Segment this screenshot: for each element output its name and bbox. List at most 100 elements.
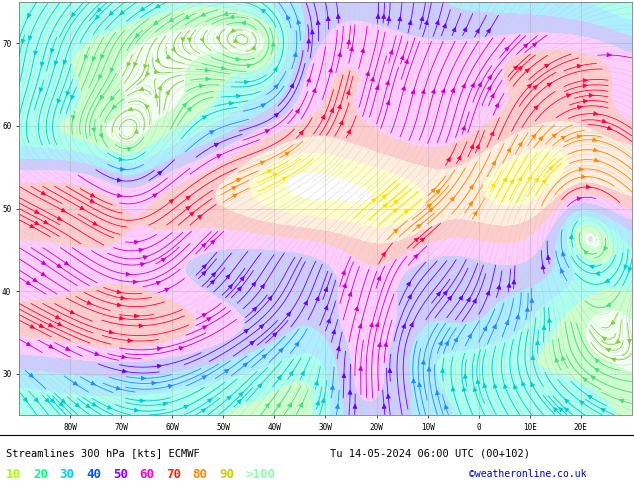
FancyArrowPatch shape bbox=[354, 306, 358, 311]
FancyArrowPatch shape bbox=[99, 133, 103, 138]
FancyArrowPatch shape bbox=[304, 301, 307, 305]
FancyArrowPatch shape bbox=[152, 381, 157, 385]
FancyArrowPatch shape bbox=[589, 94, 594, 98]
FancyArrowPatch shape bbox=[285, 152, 289, 156]
FancyArrowPatch shape bbox=[58, 322, 62, 326]
FancyArrowPatch shape bbox=[91, 381, 95, 385]
FancyArrowPatch shape bbox=[72, 12, 75, 17]
FancyArrowPatch shape bbox=[127, 62, 131, 67]
FancyArrowPatch shape bbox=[505, 320, 508, 325]
FancyArrowPatch shape bbox=[185, 15, 190, 19]
FancyArrowPatch shape bbox=[372, 198, 376, 202]
FancyArrowPatch shape bbox=[337, 15, 340, 19]
FancyArrowPatch shape bbox=[378, 343, 382, 347]
FancyArrowPatch shape bbox=[299, 403, 302, 407]
FancyArrowPatch shape bbox=[488, 75, 491, 79]
FancyArrowPatch shape bbox=[141, 376, 146, 380]
FancyArrowPatch shape bbox=[462, 84, 465, 88]
FancyArrowPatch shape bbox=[578, 105, 583, 109]
FancyArrowPatch shape bbox=[588, 395, 592, 399]
FancyArrowPatch shape bbox=[476, 145, 479, 149]
FancyArrowPatch shape bbox=[57, 217, 61, 220]
FancyArrowPatch shape bbox=[239, 392, 243, 396]
FancyArrowPatch shape bbox=[158, 86, 162, 90]
FancyArrowPatch shape bbox=[429, 208, 433, 212]
FancyArrowPatch shape bbox=[577, 197, 582, 200]
FancyArrowPatch shape bbox=[394, 229, 398, 233]
FancyArrowPatch shape bbox=[30, 224, 34, 228]
FancyArrowPatch shape bbox=[99, 74, 102, 79]
FancyArrowPatch shape bbox=[120, 317, 124, 320]
FancyArrowPatch shape bbox=[268, 170, 272, 173]
FancyArrowPatch shape bbox=[273, 173, 278, 177]
FancyArrowPatch shape bbox=[402, 324, 406, 328]
FancyArrowPatch shape bbox=[577, 64, 582, 68]
FancyArrowPatch shape bbox=[510, 179, 514, 184]
FancyArrowPatch shape bbox=[236, 57, 241, 61]
FancyArrowPatch shape bbox=[156, 4, 160, 8]
FancyArrowPatch shape bbox=[601, 409, 605, 412]
FancyArrowPatch shape bbox=[436, 21, 439, 24]
Text: 90: 90 bbox=[219, 468, 235, 481]
FancyArrowPatch shape bbox=[565, 408, 569, 412]
FancyArrowPatch shape bbox=[134, 314, 139, 318]
FancyArrowPatch shape bbox=[422, 90, 425, 94]
FancyArrowPatch shape bbox=[542, 179, 546, 184]
FancyArrowPatch shape bbox=[44, 220, 48, 224]
FancyArrowPatch shape bbox=[216, 36, 220, 40]
FancyArrowPatch shape bbox=[353, 404, 357, 408]
FancyArrowPatch shape bbox=[202, 243, 206, 247]
FancyArrowPatch shape bbox=[483, 384, 487, 388]
FancyArrowPatch shape bbox=[532, 134, 536, 138]
FancyArrowPatch shape bbox=[92, 57, 96, 61]
FancyArrowPatch shape bbox=[316, 296, 319, 301]
Text: 30: 30 bbox=[60, 468, 75, 481]
FancyArrowPatch shape bbox=[553, 408, 558, 412]
FancyArrowPatch shape bbox=[492, 161, 495, 166]
FancyArrowPatch shape bbox=[190, 212, 194, 216]
FancyArrowPatch shape bbox=[116, 386, 121, 390]
Text: >100: >100 bbox=[246, 468, 276, 481]
FancyArrowPatch shape bbox=[34, 210, 39, 213]
FancyArrowPatch shape bbox=[339, 121, 343, 125]
FancyArrowPatch shape bbox=[483, 326, 487, 331]
FancyArrowPatch shape bbox=[139, 324, 144, 328]
FancyArrowPatch shape bbox=[524, 44, 527, 48]
FancyArrowPatch shape bbox=[33, 278, 37, 282]
FancyArrowPatch shape bbox=[212, 272, 216, 277]
FancyArrowPatch shape bbox=[420, 17, 424, 21]
FancyArrowPatch shape bbox=[330, 108, 333, 113]
FancyArrowPatch shape bbox=[324, 287, 328, 292]
FancyArrowPatch shape bbox=[237, 287, 242, 291]
FancyArrowPatch shape bbox=[92, 128, 96, 132]
FancyArrowPatch shape bbox=[294, 52, 297, 57]
FancyArrowPatch shape bbox=[382, 404, 386, 409]
FancyArrowPatch shape bbox=[393, 209, 397, 213]
FancyArrowPatch shape bbox=[590, 265, 594, 269]
FancyArrowPatch shape bbox=[118, 194, 122, 197]
FancyArrowPatch shape bbox=[470, 145, 474, 149]
FancyArrowPatch shape bbox=[101, 54, 104, 59]
FancyArrowPatch shape bbox=[265, 130, 269, 133]
FancyArrowPatch shape bbox=[385, 81, 389, 85]
FancyArrowPatch shape bbox=[260, 161, 264, 165]
FancyArrowPatch shape bbox=[451, 88, 455, 93]
FancyArrowPatch shape bbox=[61, 208, 65, 212]
FancyArrowPatch shape bbox=[562, 252, 566, 256]
FancyArrowPatch shape bbox=[229, 101, 234, 105]
FancyArrowPatch shape bbox=[607, 53, 612, 57]
FancyArrowPatch shape bbox=[139, 87, 144, 91]
FancyArrowPatch shape bbox=[266, 403, 269, 408]
FancyArrowPatch shape bbox=[515, 315, 519, 319]
FancyArrowPatch shape bbox=[226, 274, 230, 279]
FancyArrowPatch shape bbox=[560, 269, 564, 273]
FancyArrowPatch shape bbox=[549, 166, 553, 170]
FancyArrowPatch shape bbox=[168, 385, 174, 389]
FancyArrowPatch shape bbox=[476, 380, 480, 384]
FancyArrowPatch shape bbox=[202, 376, 207, 379]
FancyArrowPatch shape bbox=[427, 204, 431, 208]
FancyArrowPatch shape bbox=[70, 310, 74, 314]
FancyArrowPatch shape bbox=[611, 320, 615, 325]
FancyArrowPatch shape bbox=[491, 94, 494, 98]
FancyArrowPatch shape bbox=[157, 347, 162, 351]
